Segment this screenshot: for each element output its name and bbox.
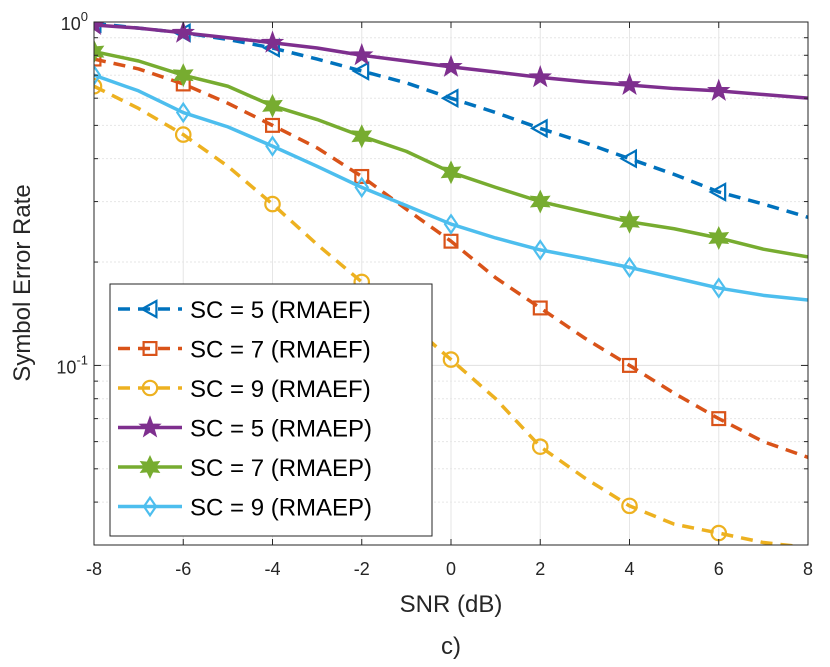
- series-line: [94, 73, 808, 302]
- marker-triangle: [529, 118, 548, 139]
- series-line: [94, 22, 808, 219]
- marker-diamond: [532, 239, 548, 261]
- axis-ticks: -8 -6 -4 -2 0 2 4 6 8 100 10-1: [56, 9, 813, 579]
- legend-box: [109, 283, 433, 537]
- y-axis-label: Symbol Error Rate: [9, 184, 36, 381]
- x-axis-label: SNR (dB): [400, 591, 503, 618]
- legend-label: SC = 7 (RMAEP): [190, 455, 372, 482]
- x-tick-label: 8: [803, 559, 813, 579]
- series-4: [94, 22, 808, 101]
- marker-diamond: [443, 213, 459, 235]
- marker-triangle: [708, 182, 727, 202]
- x-tick-label: 0: [446, 559, 456, 579]
- marker-triangle: [619, 148, 637, 169]
- x-tick-label: 6: [714, 559, 724, 579]
- marker-triangle: [139, 299, 158, 319]
- marker-star: [260, 30, 285, 53]
- marker-circle: [621, 497, 638, 515]
- marker-circle: [442, 351, 460, 368]
- legend-entry: SC = 9 (RMAEP): [118, 495, 372, 522]
- marker-hexagram: [619, 209, 640, 234]
- marker-star: [707, 78, 731, 101]
- marker-star: [94, 22, 105, 35]
- marker-square: [94, 51, 102, 67]
- marker-hexagram: [139, 455, 161, 479]
- marker-diamond: [354, 176, 370, 199]
- x-tick-label: -8: [86, 559, 102, 579]
- legend-label: SC = 9 (RMAEP): [190, 495, 372, 522]
- marker-star: [528, 65, 552, 88]
- marker-square: [621, 357, 637, 373]
- marker-circle: [141, 379, 159, 397]
- legend-label: SC = 7 (RMAEF): [190, 337, 371, 364]
- marker-square: [711, 411, 727, 427]
- marker-circle: [174, 126, 192, 143]
- x-tick-label: 4: [624, 559, 634, 579]
- x-tick-label: -6: [175, 559, 191, 579]
- marker-diamond: [175, 101, 191, 124]
- marker-star: [617, 72, 642, 96]
- x-tick-label: -4: [264, 559, 280, 579]
- marker-diamond: [622, 256, 637, 279]
- y-tick-label: 10-1: [56, 352, 88, 377]
- marker-hexagram: [262, 93, 283, 118]
- y-tick-label: 100: [61, 9, 88, 34]
- series-line: [94, 57, 808, 459]
- series-layer: [94, 22, 808, 545]
- series-6: [94, 64, 808, 302]
- legend-entry: SC = 9 (RMAEF): [118, 376, 371, 403]
- marker-circle: [264, 195, 281, 213]
- marker-diamond: [142, 495, 158, 518]
- marker-hexagram: [351, 124, 373, 149]
- series-2: [94, 51, 808, 459]
- marker-hexagram: [708, 226, 730, 250]
- legend-entry: SC = 7 (RMAEP): [118, 455, 372, 482]
- legend: SC = 5 (RMAEF) SC = 7 (RMAEF) SC = 9 (RMAE…: [109, 283, 433, 537]
- marker-star: [439, 54, 463, 77]
- legend-label: SC = 5 (RMAEP): [190, 416, 372, 443]
- marker-square: [354, 168, 370, 184]
- marker-star: [350, 42, 374, 66]
- x-tick-label: 2: [535, 559, 545, 579]
- marker-square: [532, 300, 548, 316]
- marker-diamond: [94, 64, 102, 86]
- marker-hexagram: [529, 189, 551, 214]
- marker-diamond: [711, 277, 727, 299]
- marker-hexagram: [172, 63, 194, 88]
- legend-label: SC = 5 (RMAEF): [190, 297, 371, 324]
- x-tick-label: -2: [354, 559, 370, 579]
- marker-circle: [531, 438, 549, 455]
- marker-star: [138, 415, 162, 438]
- series-5: [94, 39, 808, 259]
- marker-star: [171, 22, 195, 43]
- marker-hexagram: [94, 39, 105, 64]
- legend-entry: SC = 5 (RMAEF): [118, 297, 371, 324]
- marker-hexagram: [440, 160, 462, 185]
- series-line: [94, 84, 802, 545]
- marker-square: [142, 341, 158, 357]
- legend-label: SC = 9 (RMAEF): [190, 376, 371, 403]
- figure-caption: c): [441, 633, 461, 660]
- marker-diamond: [265, 135, 280, 157]
- marker-triangle: [440, 88, 459, 109]
- legend-entry: SC = 7 (RMAEF): [118, 337, 371, 364]
- legend-entry: SC = 5 (RMAEP): [118, 415, 372, 443]
- marker-square: [265, 117, 281, 133]
- marker-triangle: [351, 61, 370, 81]
